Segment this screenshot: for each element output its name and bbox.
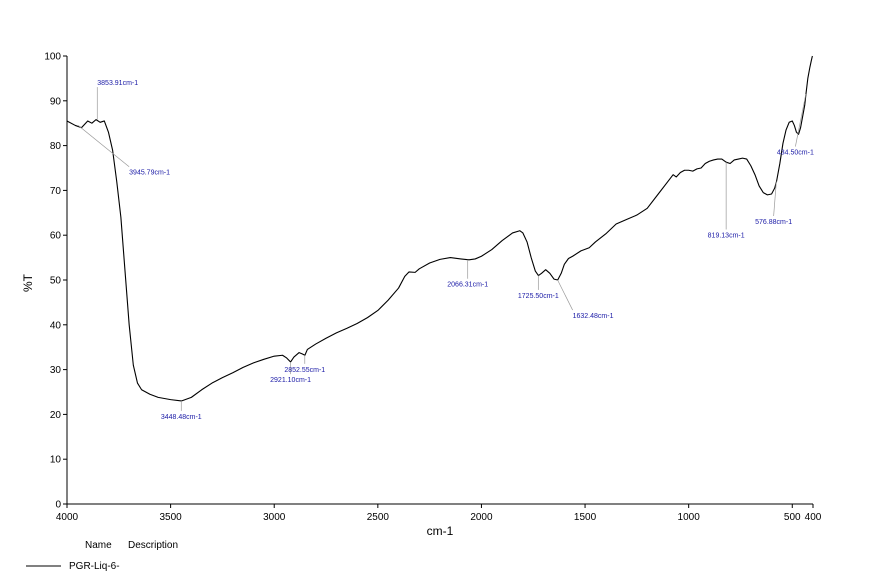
y-tick-label: 50 [50,276,62,287]
peak-label: 819.13cm-1 [708,232,745,239]
y-ticks: 0 10 20 30 40 50 60 70 80 90 100 [44,52,67,511]
y-tick-label: 100 [44,52,61,63]
x-tick-label: 400 [805,512,822,523]
y-tick-label: 60 [50,231,62,242]
x-tick-label: 2000 [470,512,493,523]
peak-label: 2066.31cm-1 [447,282,488,289]
spectrum-line [66,55,813,402]
x-tick-label: 2500 [367,512,390,523]
peak-label: 3448.48cm-1 [161,414,202,421]
x-ticks: 4000 3500 3000 2500 2000 1500 1000 500 400 [56,504,822,523]
legend: Name Description PGR-Liq-6- [26,540,178,572]
peak-leader-line [78,125,130,167]
peak-label: 1632.48cm-1 [573,313,614,320]
peak-leader-line [795,94,807,147]
peak-label: 2852.55cm-1 [284,367,325,374]
x-tick-label: 1500 [574,512,597,523]
y-tick-label: 80 [50,141,62,152]
peak-label: 3853.91cm-1 [97,80,138,87]
peak-leader-line [557,279,573,311]
x-tick-label: 500 [784,512,801,523]
x-tick-label: 4000 [56,512,79,523]
peak-label: 3945.79cm-1 [129,170,170,177]
peak-label: 576.88cm-1 [755,219,792,226]
x-axis-title: cm-1 [427,524,454,538]
y-tick-label: 20 [50,410,62,421]
axes [66,56,813,505]
peak-label: 1725.50cm-1 [518,293,559,300]
legend-entry-name: PGR-Liq-6- [69,561,120,572]
y-tick-label: 90 [50,96,62,107]
y-tick-label: 30 [50,365,62,376]
series-layer [66,55,813,402]
legend-description-header: Description [128,540,178,551]
peak-label: 2921.10cm-1 [270,377,311,384]
y-tick-label: 10 [50,455,62,466]
peak-label: 434.50cm-1 [777,150,814,157]
x-tick-label: 3000 [263,512,286,523]
y-tick-label: 70 [50,186,62,197]
y-axis-title: %T [21,273,35,292]
legend-name-header: Name [85,540,112,551]
peak-annotations: 3853.91cm-1 3945.79cm-1 3448.48cm-1 2921.10… [78,80,814,421]
x-tick-label: 3500 [159,512,182,523]
y-tick-label: 40 [50,320,62,331]
y-tick-label: 0 [55,500,61,511]
peak-leader-line [773,181,777,217]
x-tick-label: 1000 [678,512,701,523]
